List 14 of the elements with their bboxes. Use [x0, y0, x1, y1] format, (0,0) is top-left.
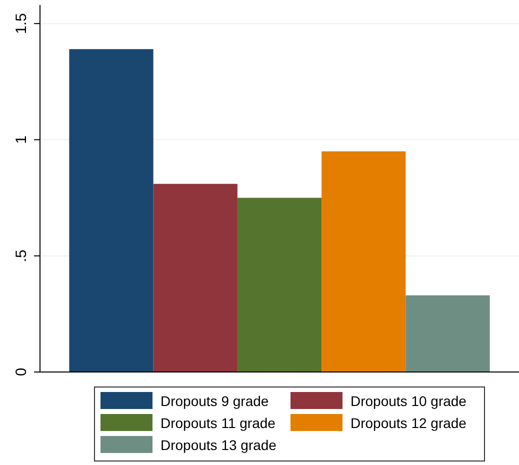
legend-label: Dropouts 13 grade — [160, 437, 277, 453]
legend-label: Dropouts 12 grade — [350, 415, 467, 431]
bar — [69, 49, 154, 372]
y-tick-label: .5 — [13, 250, 30, 262]
bar — [322, 151, 406, 372]
legend-label: Dropouts 9 grade — [160, 393, 269, 409]
bar — [237, 198, 322, 372]
legend-label: Dropouts 11 grade — [160, 415, 276, 431]
y-tick-label: 1.5 — [13, 13, 30, 34]
y-tick-label: 1 — [13, 136, 30, 144]
y-tick-label: 0 — [13, 368, 30, 376]
legend-label: Dropouts 10 grade — [350, 393, 467, 409]
bar — [153, 184, 238, 372]
bar — [406, 295, 490, 372]
